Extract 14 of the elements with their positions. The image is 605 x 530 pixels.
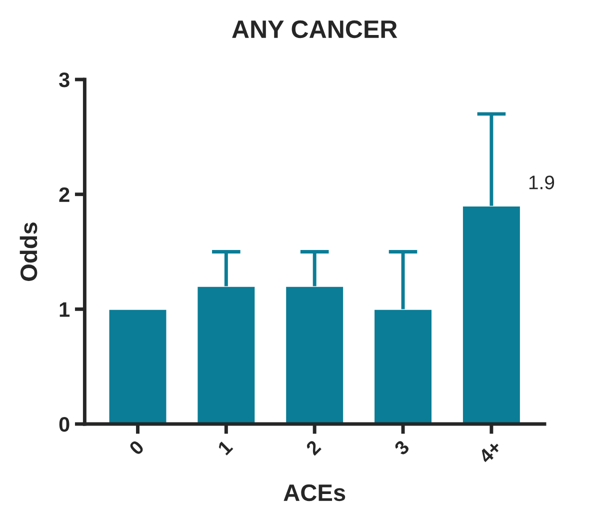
y-tick-label: 1: [60, 302, 70, 317]
x-tick-label: 4+: [478, 440, 502, 464]
chart-title: ANY CANCER: [232, 20, 398, 38]
x-tick-label: 1: [217, 439, 234, 456]
y-tick-label: 2: [59, 187, 70, 202]
bar: [108, 308, 168, 424]
x-tick-label: 0: [128, 440, 145, 456]
annotation: 1.9: [529, 176, 554, 190]
y-tick-label: 3: [59, 72, 70, 88]
x-tick-label: 3: [393, 439, 410, 456]
x-tick-label: 2: [305, 439, 322, 456]
x-axis-title: ACEs: [284, 484, 346, 502]
y-axis-title: Odds: [20, 222, 38, 281]
y-tick-label: 0: [59, 417, 70, 432]
